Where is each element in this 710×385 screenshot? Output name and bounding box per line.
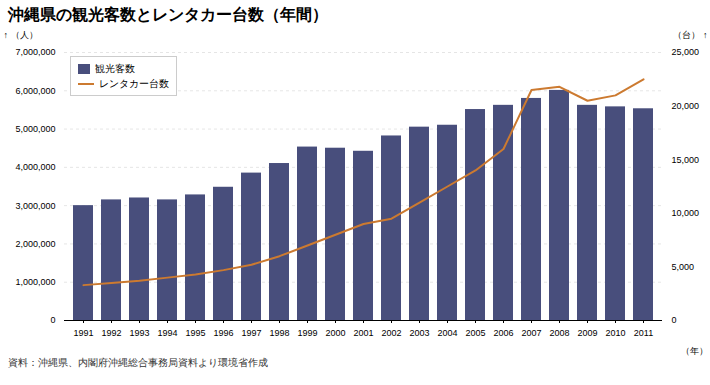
svg-text:1991: 1991 — [73, 328, 93, 338]
svg-text:2001: 2001 — [353, 328, 373, 338]
svg-text:0: 0 — [50, 315, 55, 325]
svg-text:2008: 2008 — [549, 328, 569, 338]
svg-text:2011: 2011 — [634, 328, 653, 338]
svg-text:10,000: 10,000 — [672, 208, 700, 218]
svg-text:2002: 2002 — [381, 328, 401, 338]
svg-text:5,000,000: 5,000,000 — [15, 124, 55, 134]
svg-text:5,000: 5,000 — [672, 262, 695, 272]
svg-text:2003: 2003 — [409, 328, 429, 338]
svg-text:（年）: （年） — [681, 346, 708, 356]
html-text:沖縄県の観光客数とレンタカー台数（年間）: 沖縄県の観光客数とレンタカー台数（年間） — [8, 6, 328, 23]
svg-text:0: 0 — [672, 315, 677, 325]
svg-text:2004: 2004 — [437, 328, 457, 338]
svg-text:1993: 1993 — [129, 328, 149, 338]
svg-text:1995: 1995 — [185, 328, 205, 338]
svg-text:（台） ↑: （台） ↑ — [673, 30, 707, 40]
svg-text:1996: 1996 — [213, 328, 233, 338]
html-text:レンタカー台数: レンタカー台数 — [99, 78, 169, 89]
svg-text:2007: 2007 — [521, 328, 541, 338]
svg-text:2006: 2006 — [493, 328, 513, 338]
svg-text:↑ （人）: ↑ （人） — [4, 30, 38, 40]
svg-text:6,000,000: 6,000,000 — [15, 86, 55, 96]
svg-text:25,000: 25,000 — [672, 47, 700, 57]
svg-text:2009: 2009 — [577, 328, 597, 338]
svg-text:15,000: 15,000 — [672, 155, 700, 165]
svg-text:1,000,000: 1,000,000 — [15, 277, 55, 287]
svg-text:7,000,000: 7,000,000 — [15, 47, 55, 57]
svg-text:4,000,000: 4,000,000 — [15, 162, 55, 172]
svg-text:3,000,000: 3,000,000 — [15, 201, 55, 211]
html-text:資料：沖縄県、内閣府沖縄総合事務局資料より環境省作成: 資料：沖縄県、内閣府沖縄総合事務局資料より環境省作成 — [8, 357, 268, 368]
svg-text:1999: 1999 — [297, 328, 317, 338]
svg-text:1992: 1992 — [101, 328, 121, 338]
html-text:観光客数: 観光客数 — [95, 63, 135, 74]
svg-text:2005: 2005 — [465, 328, 485, 338]
svg-text:2000: 2000 — [325, 328, 345, 338]
svg-text:20,000: 20,000 — [672, 101, 700, 111]
svg-text:1997: 1997 — [241, 328, 261, 338]
svg-text:2010: 2010 — [605, 328, 625, 338]
svg-text:1998: 1998 — [269, 328, 289, 338]
svg-text:2,000,000: 2,000,000 — [15, 239, 55, 249]
svg-text:1994: 1994 — [157, 328, 177, 338]
